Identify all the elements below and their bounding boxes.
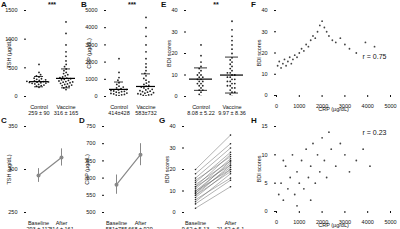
svg-text:5000: 5000	[384, 219, 396, 225]
svg-text:BDI scores: BDI scores	[256, 155, 262, 182]
svg-text:Control8.08 ± 5.22: Control8.08 ± 5.22	[187, 104, 214, 116]
svg-text:0: 0	[94, 93, 97, 99]
svg-text:10: 10	[171, 72, 177, 78]
html-text:H: H	[251, 116, 257, 125]
svg-text:After314 ± 161: After314 ± 161	[49, 220, 73, 229]
svg-text:Control259 ± 90: Control259 ± 90	[28, 104, 49, 116]
svg-text:600: 600	[86, 174, 96, 181]
svg-text:TSH (µg/dL): TSH (µg/dL)	[6, 154, 12, 184]
svg-text:20: 20	[169, 166, 176, 173]
svg-text:0: 0	[275, 103, 278, 109]
svg-text:1000: 1000	[293, 219, 305, 225]
svg-text:10: 10	[261, 71, 267, 77]
svg-text:Control414±428: Control414±428	[108, 104, 129, 116]
svg-text:Vaccine316 ± 165: Vaccine316 ± 165	[54, 104, 78, 116]
svg-text:BDI scores: BDI scores	[164, 156, 170, 183]
svg-text:CRP (µg/dL): CRP (µg/dL)	[318, 222, 349, 228]
svg-text:30: 30	[169, 145, 175, 151]
svg-text:4000: 4000	[362, 103, 374, 109]
svg-text:650: 650	[86, 157, 96, 164]
svg-text:250: 250	[8, 209, 17, 215]
svg-text:10: 10	[169, 188, 175, 194]
svg-text:Baseline581±785: Baseline581±785	[106, 220, 127, 229]
svg-text:10: 10	[261, 151, 268, 158]
svg-text:4000: 4000	[362, 219, 374, 225]
svg-text:CRP (µg/dL): CRP (µg/dL)	[86, 38, 92, 69]
svg-text:CRP (µg/dL): CRP (µg/dL)	[84, 154, 90, 185]
svg-text:0: 0	[275, 219, 278, 225]
svg-text:4000: 4000	[85, 24, 97, 30]
svg-text:350: 350	[8, 123, 17, 129]
svg-text:20: 20	[261, 49, 268, 56]
svg-text:0: 0	[264, 208, 267, 214]
svg-text:300: 300	[8, 166, 18, 173]
svg-text:0: 0	[172, 209, 175, 215]
svg-text:20: 20	[171, 50, 178, 57]
svg-text:Baseline9.62 ± 5.13: Baseline9.62 ± 5.13	[182, 220, 209, 229]
svg-text:r = 0.75: r = 0.75	[363, 53, 387, 60]
svg-text:500: 500	[8, 64, 18, 71]
svg-text:40: 40	[171, 7, 177, 13]
html-text:C: C	[1, 116, 7, 125]
svg-text:TSH (µg/dL): TSH (µg/dL)	[6, 38, 12, 68]
svg-text:BDI scores: BDI scores	[256, 39, 262, 66]
svg-text:After21.62 ± 6.1: After21.62 ± 6.1	[217, 220, 244, 229]
svg-text:0: 0	[14, 93, 17, 99]
html-text:E: E	[161, 0, 167, 9]
svg-text:30: 30	[261, 29, 267, 35]
svg-text:BDI scores: BDI scores	[166, 40, 172, 67]
svg-text:1500: 1500	[5, 7, 17, 13]
svg-text:5000: 5000	[384, 103, 396, 109]
svg-text:40: 40	[169, 123, 175, 129]
html-text:A: A	[1, 0, 7, 9]
svg-text:CRP (µg/dL): CRP (µg/dL)	[318, 106, 349, 112]
svg-text:r = 0.23: r = 0.23	[363, 129, 387, 136]
svg-text:0: 0	[264, 92, 267, 98]
svg-text:0: 0	[174, 93, 177, 99]
html-text:G: G	[159, 116, 166, 125]
svg-text:5: 5	[264, 180, 267, 186]
svg-text:700: 700	[86, 140, 95, 146]
svg-text:500: 500	[86, 209, 95, 215]
html-text:B: B	[81, 0, 87, 9]
html-text:D: D	[79, 116, 85, 125]
svg-text:After668 ± 929: After668 ± 929	[128, 220, 152, 229]
svg-text:15: 15	[261, 123, 267, 129]
svg-text:550: 550	[86, 192, 95, 198]
svg-text:30: 30	[171, 29, 177, 35]
svg-text:40: 40	[261, 7, 267, 13]
html-text:F: F	[251, 0, 256, 9]
svg-text:750: 750	[86, 123, 95, 129]
svg-text:Vaccine9.97 ± 8.36: Vaccine9.97 ± 8.36	[218, 104, 245, 116]
svg-text:1000: 1000	[293, 103, 305, 109]
svg-text:Vaccine583±732: Vaccine583±732	[135, 104, 156, 116]
svg-text:Baseline293 ± 112: Baseline293 ± 112	[26, 220, 50, 229]
svg-text:5000: 5000	[85, 7, 97, 13]
svg-text:1000: 1000	[85, 76, 97, 82]
